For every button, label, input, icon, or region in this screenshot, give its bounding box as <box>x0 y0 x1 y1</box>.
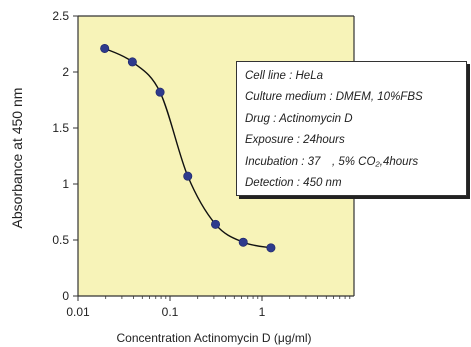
x-tick-label: 1 <box>259 305 266 319</box>
data-point <box>155 87 165 97</box>
y-tick-label: 1 <box>62 177 69 191</box>
info-exposure: Exposure : 24hours <box>245 134 345 147</box>
data-point <box>266 243 276 253</box>
data-point <box>211 219 221 229</box>
y-tick-label: 2 <box>62 65 69 79</box>
y-tick-label: 0 <box>62 289 69 303</box>
x-axis-title: Concentration Actinomycin D (μg/ml) <box>117 331 312 345</box>
data-point <box>238 237 248 247</box>
y-tick-label: 0.5 <box>52 233 69 247</box>
info-cell-line: Cell line : HeLa <box>245 70 323 82</box>
info-drug: Drug : Actinomycin D <box>245 112 353 125</box>
x-tick-label: 0.1 <box>162 305 179 319</box>
x-tick-label: 0.01 <box>66 305 90 319</box>
info-culture-medium: Culture medium : DMEM, 10%FBS <box>245 91 423 104</box>
info-incubation: Incubation : 37 , 5% CO₂,4hours <box>245 155 419 168</box>
y-axis-title: Absorbance at 450 nm <box>9 88 25 229</box>
y-tick-label: 1.5 <box>52 121 69 135</box>
experiment-info-box: Cell line : HeLa Culture medium : DMEM, … <box>236 61 467 196</box>
data-point <box>100 43 110 53</box>
info-detection: Detection : 450 nm <box>245 177 342 190</box>
data-point <box>183 171 193 181</box>
y-tick-label: 2.5 <box>52 9 69 23</box>
data-point <box>127 57 137 67</box>
